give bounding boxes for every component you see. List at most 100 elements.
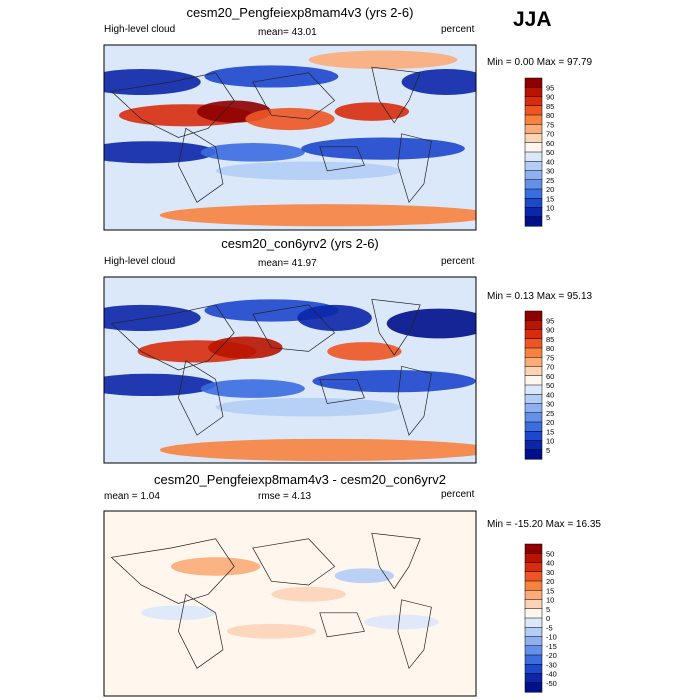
cloud-field-region (204, 65, 339, 88)
colorbar-swatch (524, 87, 543, 98)
colorbar-tick-label: 60 (546, 139, 554, 148)
map-field (104, 277, 476, 463)
colorbar-tick-label: 10 (546, 596, 554, 605)
colorbar-swatch (524, 151, 543, 162)
cloud-field-region (226, 623, 317, 639)
colorbar-tick-label: -40 (546, 670, 557, 679)
colorbar-swatch (524, 580, 543, 591)
cloud-field-region (104, 69, 201, 95)
cloud-field-region (159, 204, 476, 227)
cloud-field-region (271, 586, 346, 602)
colorbar-swatch (524, 421, 543, 432)
cloud-field-region (297, 304, 372, 331)
cloud-field-region (200, 143, 305, 162)
cloud-field-region (312, 370, 476, 393)
map-field (104, 45, 476, 230)
colorbar-swatch (524, 96, 543, 107)
cloud-field-region (104, 304, 201, 331)
colorbar-swatch (524, 188, 543, 199)
cloud-field-region (308, 50, 458, 70)
mean-label: mean = 1.04 (104, 491, 160, 502)
cloud-field-region (301, 137, 465, 160)
colorbar-tick-label: 40 (546, 390, 554, 399)
colorbar-swatch (524, 403, 543, 414)
cloud-field-region (327, 342, 402, 361)
colorbar-swatch (524, 207, 543, 218)
coastline (110, 66, 432, 204)
cloud-field-region (334, 102, 410, 121)
colorbar-swatch (524, 617, 543, 628)
colorbar-tick-label: 5 (546, 213, 550, 222)
colorbar-swatch (524, 664, 543, 675)
colorbar-swatch (524, 449, 543, 460)
colorbar-swatch (524, 636, 543, 647)
colorbar-swatch (524, 105, 543, 116)
cloud-field-region (170, 557, 261, 576)
colorbar-tick-label: 70 (546, 363, 554, 372)
colorbar-swatch (524, 412, 543, 423)
colorbar-swatch (524, 375, 543, 386)
colorbar-swatch (524, 170, 543, 181)
colorbar-tick-label: 40 (546, 559, 554, 568)
colorbar-swatch (524, 133, 543, 144)
colorbar-tick-label: 50 (546, 549, 554, 558)
minmax-label: Min = -15.20 Max = 16.35 (487, 519, 601, 530)
colorbar-swatch (524, 590, 543, 601)
colorbar-tick-label: -50 (546, 679, 557, 688)
cloud-field-region (334, 568, 395, 584)
map-field (104, 511, 476, 696)
colorbar-swatch (524, 654, 543, 665)
variable-label: High-level cloud (104, 256, 176, 267)
variable-label: High-level cloud (104, 24, 176, 35)
colorbar-tick-label: 90 (546, 93, 554, 102)
cloud-field-region (208, 336, 283, 359)
map-frame (103, 510, 477, 697)
cloud-field-region (401, 69, 476, 95)
colorbar-swatch (524, 543, 543, 554)
colorbar-swatch (524, 320, 543, 331)
colorbar-tick-label: 50 (546, 148, 554, 157)
colorbar-swatch (524, 347, 543, 358)
colorbar-swatch (524, 329, 543, 340)
colorbar-swatch (524, 682, 543, 693)
cloud-field-region (364, 614, 439, 630)
colorbar-tick-label: -15 (546, 642, 557, 651)
cloud-field-region (245, 107, 335, 131)
cloud-field-region (386, 308, 476, 339)
colorbar-swatch (524, 608, 543, 619)
colorbar-tick-label: 10 (546, 204, 554, 213)
colorbar-swatch (524, 553, 543, 564)
colorbar-tick-label: 85 (546, 335, 554, 344)
cloud-field-region (141, 605, 216, 621)
colorbar-swatch (524, 673, 543, 684)
colorbar-tick-label: 70 (546, 130, 554, 139)
colorbar-swatch (524, 114, 543, 125)
colorbar-swatch (524, 627, 543, 638)
colorbar-tick-label: 30 (546, 568, 554, 577)
colorbar-tick-label: 5 (546, 446, 550, 455)
colorbar-swatch (524, 599, 543, 610)
season-label: JJA (513, 8, 552, 31)
colorbar-swatch (524, 562, 543, 573)
colorbar-swatch (524, 338, 543, 349)
colorbar-swatch (524, 198, 543, 209)
colorbar-tick-label: 30 (546, 400, 554, 409)
colorbar-tick-label: 15 (546, 427, 554, 436)
colorbar-tick-label: 80 (546, 344, 554, 353)
colorbar-tick-label: 50 (546, 381, 554, 390)
units-label: percent (441, 256, 475, 267)
units-label: percent (441, 489, 475, 500)
cloud-field-region (200, 379, 305, 398)
units-label: percent (441, 24, 475, 35)
colorbar-tick-label: 0 (546, 614, 550, 623)
coastline (110, 532, 432, 670)
colorbar-tick-label: 15 (546, 586, 554, 595)
cloud-field-region (215, 161, 402, 181)
colorbar-swatch (524, 571, 543, 582)
cloud-field-region (159, 438, 476, 462)
colorbar-tick-label: -20 (546, 651, 557, 660)
minmax-label: Min = 0.13 Max = 95.13 (487, 291, 593, 302)
